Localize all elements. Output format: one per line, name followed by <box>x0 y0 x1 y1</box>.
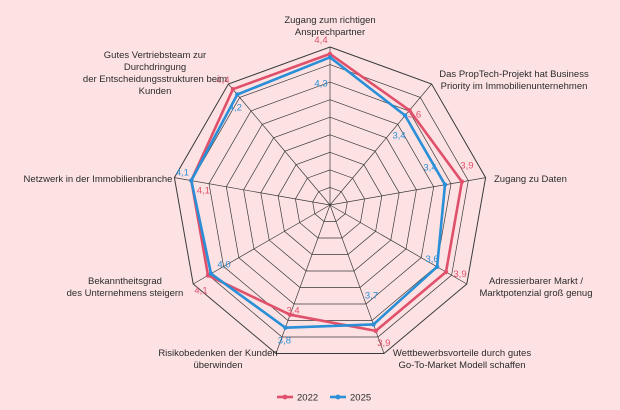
grid-spoke <box>329 83 432 206</box>
grid-ring <box>295 169 365 239</box>
grid-spoke <box>193 204 331 285</box>
axis-label: Adressierbarer Markt / Marktpotenzial gro… <box>479 276 592 299</box>
value-label-2022: 3,4 <box>286 306 299 317</box>
data-point-2022 <box>443 269 449 275</box>
grid-ring <box>277 151 383 255</box>
data-point-2022 <box>230 87 236 92</box>
data-point-2025 <box>371 322 376 327</box>
grid-ring <box>312 187 348 222</box>
value-label-2025: 4,2 <box>229 103 242 114</box>
axis-label: Netzwerk in der Immobilienbranche <box>24 174 173 185</box>
grid-ring <box>173 46 487 354</box>
grid-ring <box>260 134 400 272</box>
axis-label: Gutes Vertriebsteam zur Durchdringung der … <box>83 50 227 97</box>
legend-marker-2022 <box>282 394 288 400</box>
grid-ring <box>208 81 452 321</box>
data-point-2022 <box>407 108 412 113</box>
value-label-2022: 4,4 <box>216 75 229 86</box>
axis-label: Bekanntheitsgrad des Unternehmens steiger… <box>67 276 184 299</box>
legend-label-2025: 2025 <box>350 393 371 404</box>
value-label-2025: 4,0 <box>217 260 230 271</box>
data-point-2025 <box>235 92 240 97</box>
grid-ring <box>243 116 417 288</box>
radar-series <box>189 51 465 334</box>
data-point-2025 <box>442 182 448 187</box>
value-label-2025: 3,4 <box>423 163 436 174</box>
data-point-2025 <box>402 113 408 118</box>
grid-spoke <box>174 177 331 206</box>
value-label-2025: 3,7 <box>365 290 378 301</box>
grid-ring <box>225 99 435 305</box>
data-point-2022 <box>459 179 465 184</box>
grid-spoke <box>329 177 486 206</box>
series-line-2025 <box>190 55 447 330</box>
data-point-2022 <box>327 51 333 57</box>
value-label-2025: 3,6 <box>425 254 438 265</box>
value-label-2022: 3,9 <box>460 161 473 172</box>
data-point-2025 <box>434 264 440 269</box>
value-label-2022: 3,9 <box>377 338 390 349</box>
legend: 2022 2025 <box>277 393 371 404</box>
grid-spoke <box>228 83 331 206</box>
series-line-2022 <box>190 52 464 333</box>
value-label-2025: 4,3 <box>314 78 327 89</box>
axis-label: Wettbewerbsvorteile durch gutes Go-To-Mar… <box>393 348 531 371</box>
value-label-2022: 3,6 <box>408 109 421 120</box>
axis-label: Zugang zum richtigen Ansprechpartner <box>284 15 375 38</box>
data-point-2025 <box>189 178 194 183</box>
data-point-2022 <box>373 328 378 334</box>
legend-label-2022: 2022 <box>297 393 318 404</box>
value-label-2025: 3,8 <box>278 336 291 347</box>
value-label-2025: 3,4 <box>392 131 405 142</box>
data-point-2025 <box>283 325 288 330</box>
axis-label: Das PropTech-Projekt hat Business Priorit… <box>439 69 589 92</box>
axis-label: Risikobedenken der Kunden überwinden <box>158 348 277 371</box>
radar-grid <box>173 46 487 354</box>
axis-labels: Zugang zum richtigen Ansprechpartner Das P… <box>24 15 593 371</box>
value-label-2022: 4,1 <box>194 285 207 296</box>
data-point-2022 <box>287 312 293 317</box>
axis-label: Zugang zu Daten <box>494 174 567 185</box>
value-label-2022: 4,1 <box>197 186 210 197</box>
value-label-2022: 3,9 <box>453 269 466 280</box>
value-label-2022: 4,4 <box>314 35 327 46</box>
grid-spoke <box>275 204 331 354</box>
data-point-2025 <box>208 271 214 276</box>
grid-ring <box>191 64 469 338</box>
grid-spoke <box>329 204 385 354</box>
value-label-2025: 4,1 <box>176 168 189 179</box>
data-point-2025 <box>327 55 333 60</box>
legend-marker-2025 <box>335 394 341 400</box>
value-labels: 4,43,63,93,93,93,44,14,14,4 4,33,43,43,63… <box>176 35 474 349</box>
grid-spoke <box>329 204 467 285</box>
